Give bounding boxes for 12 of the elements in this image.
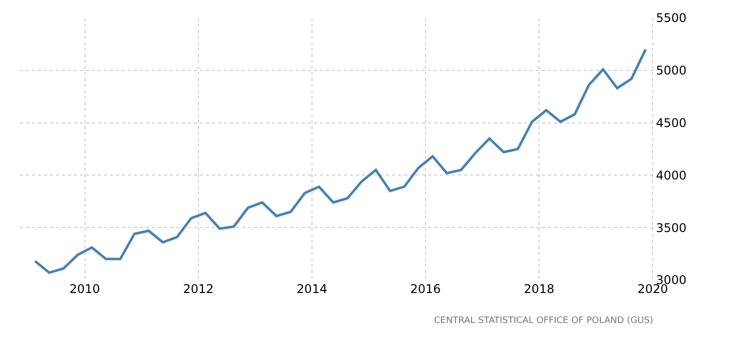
x-tick-label: 2016 [410, 282, 441, 296]
line-series [34, 48, 647, 274]
y-tick-label: 3500 [656, 220, 687, 235]
y-tick-label: 4500 [656, 116, 687, 130]
x-tick-label: 2014 [296, 282, 328, 296]
y-tick-label: 4000 [656, 168, 687, 182]
y-tick-label: 5500 [656, 11, 687, 26]
x-tick-label: 2010 [69, 282, 100, 296]
text: CENTRAL STATISTICAL OFFICE OF POLAND (GUS) [434, 316, 654, 326]
y-tick-label: 5000 [656, 64, 687, 78]
x-tick-label: 2012 [183, 282, 214, 296]
x-tick-label: 2018 [524, 282, 554, 296]
